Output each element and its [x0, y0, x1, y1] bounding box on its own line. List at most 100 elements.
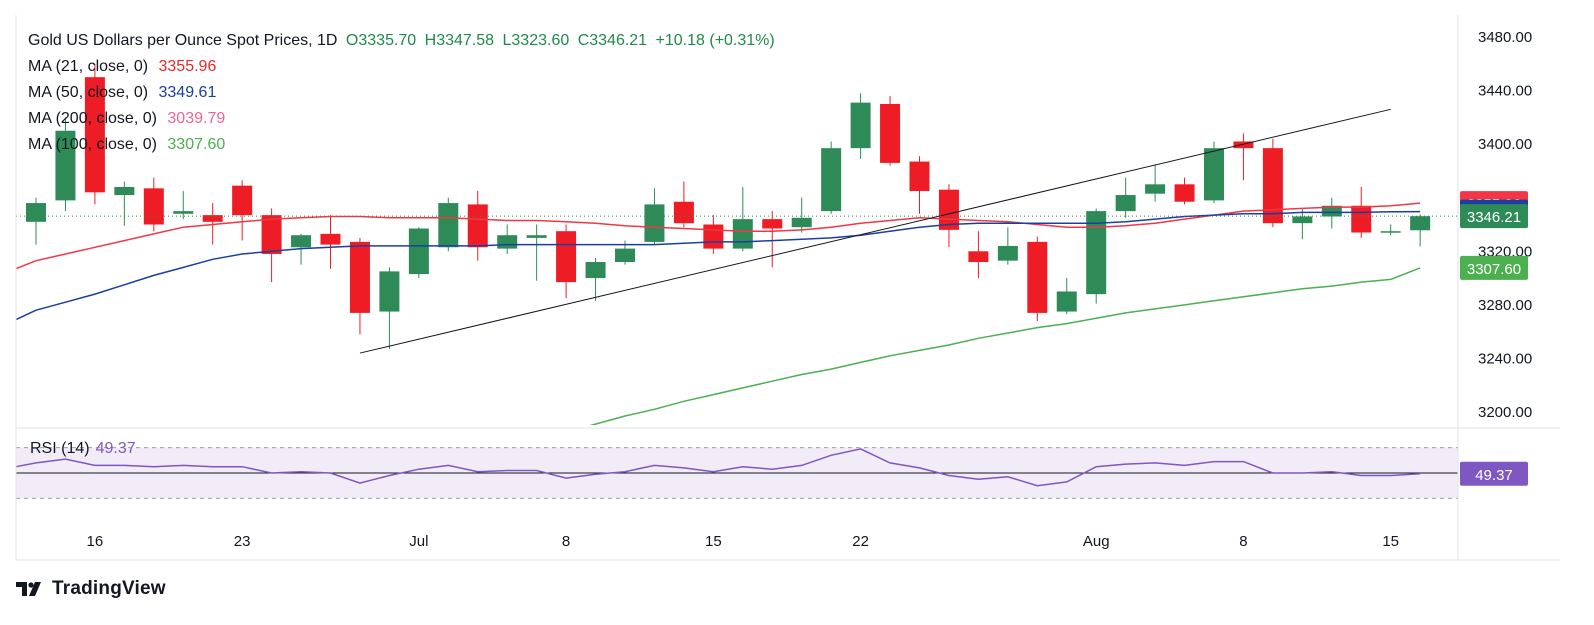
candle-body: [1174, 184, 1195, 202]
candle-body: [791, 217, 812, 228]
price-tag-label: 3307.60: [1467, 261, 1521, 278]
candle-body: [1351, 205, 1372, 233]
x-tick-label: 16: [87, 533, 104, 550]
ma100-line: [589, 267, 1421, 425]
candle-body: [55, 130, 76, 201]
price-tag-box: [1460, 255, 1528, 280]
y-tick-label: 3400.00: [1478, 136, 1532, 153]
candle-body: [762, 219, 783, 229]
candle-body: [1027, 241, 1048, 313]
rsi-tag-label: 49.37: [1475, 467, 1513, 484]
candle-body: [1145, 184, 1166, 194]
candle-body: [232, 185, 253, 216]
candle-body: [997, 245, 1018, 261]
candle-body: [1086, 211, 1107, 295]
ohlc-high: H3347.58: [424, 32, 495, 49]
candle-body: [1204, 148, 1224, 201]
candle-body: [408, 228, 429, 275]
candle-body: [379, 271, 400, 312]
candle-body: [880, 103, 901, 163]
ma21-label: MA (21, close, 0): [28, 58, 149, 75]
candle-body: [585, 262, 606, 279]
trendline: [359, 108, 1391, 354]
ma200-label: MA (200, close, 0): [28, 110, 157, 127]
candle-body: [968, 251, 989, 262]
price-tag-label: 3346.21: [1467, 209, 1521, 226]
y-tick-label: 3440.00: [1478, 83, 1532, 100]
x-tick-label: Jul: [409, 533, 428, 550]
price-tag-box: [1460, 204, 1528, 229]
tradingview-logo-icon: [16, 582, 41, 596]
candle-body: [1262, 148, 1283, 224]
candle-body: [1056, 291, 1077, 312]
candle-body: [1321, 205, 1342, 217]
candle-body: [615, 248, 635, 262]
candle-body: [526, 235, 547, 238]
symbol-title: Gold US Dollars per Ounce Spot Prices, 1…: [28, 32, 338, 49]
ohlc-close: C3346.21: [577, 32, 648, 49]
candle-body: [84, 77, 105, 193]
candle-body: [497, 235, 518, 249]
chart-legend: Gold US Dollars per Ounce Spot Prices, 1…: [28, 28, 779, 158]
candle-body: [202, 215, 223, 222]
rsi-label: RSI (14): [30, 440, 90, 457]
price-pane: [16, 63, 1458, 425]
ma21-value: 3355.96: [158, 58, 217, 75]
candle-body: [703, 224, 724, 249]
candle-body: [261, 215, 282, 254]
candle-body: [732, 219, 753, 249]
candle-body: [320, 233, 341, 245]
ma100-value: 3307.60: [167, 136, 226, 153]
candle-body: [143, 188, 164, 225]
y-tick-label: 3480.00: [1478, 29, 1532, 46]
candle-body: [1410, 216, 1431, 231]
ohlc-change: +10.18 (+0.31%): [655, 32, 775, 49]
candle-body: [26, 203, 46, 222]
candle-body: [114, 187, 135, 196]
candle-body: [291, 235, 312, 248]
candle-body: [821, 148, 842, 212]
candle-body: [1292, 216, 1313, 224]
candle-body: [467, 204, 488, 248]
legend-ma50: MA (50, close, 0) 3349.61: [28, 80, 779, 106]
candle-body: [1233, 141, 1254, 149]
rsi-legend: RSI (14) 49.37: [30, 440, 136, 458]
candle-body: [1380, 231, 1401, 233]
y-tick-label: 3200.00: [1478, 404, 1532, 421]
ma50-line: [35, 210, 1421, 311]
candle-body: [644, 204, 665, 242]
candle-body: [850, 102, 871, 149]
x-tick-label: 15: [705, 533, 722, 550]
legend-ma200: MA (200, close, 0) 3039.79: [28, 106, 779, 132]
x-tick-label: 8: [1239, 533, 1247, 550]
ma50-label: MA (50, close, 0): [28, 84, 149, 101]
ma21-line-lead: [16, 259, 37, 270]
ma50-value: 3349.61: [158, 84, 217, 101]
candle-body: [173, 211, 194, 214]
axes: 3480.003440.003400.003320.003280.003240.…: [15, 15, 1560, 561]
ma21-line: [35, 202, 1421, 262]
x-tick-label: 22: [852, 533, 869, 550]
ma50-line-lead: [16, 309, 37, 321]
price-plot: [16, 63, 1458, 425]
candle-body: [909, 161, 930, 192]
ma200-value: 3039.79: [167, 110, 226, 127]
y-tick-label: 3240.00: [1478, 350, 1532, 367]
legend-ma21: MA (21, close, 0) 3355.96: [28, 54, 779, 80]
x-tick-label: Aug: [1083, 533, 1110, 550]
x-tick-label: 23: [234, 533, 251, 550]
rsi-pane: [15, 447, 1458, 499]
legend-title-row: Gold US Dollars per Ounce Spot Prices, 1…: [28, 28, 779, 54]
tradingview-brand[interactable]: TradingView: [16, 578, 166, 600]
candle-body: [349, 241, 370, 313]
rsi-value: 49.37: [95, 440, 136, 457]
rsi-line: [15, 448, 1421, 487]
ma100-label: MA (100, close, 0): [28, 136, 157, 153]
ohlc-open: O3335.70: [345, 32, 417, 49]
candle-body: [1115, 195, 1136, 212]
y-tick-label: 3280.00: [1478, 297, 1532, 314]
rsi-tag-box: [1460, 461, 1528, 486]
candle-body: [438, 203, 459, 248]
candle-body: [556, 231, 577, 283]
